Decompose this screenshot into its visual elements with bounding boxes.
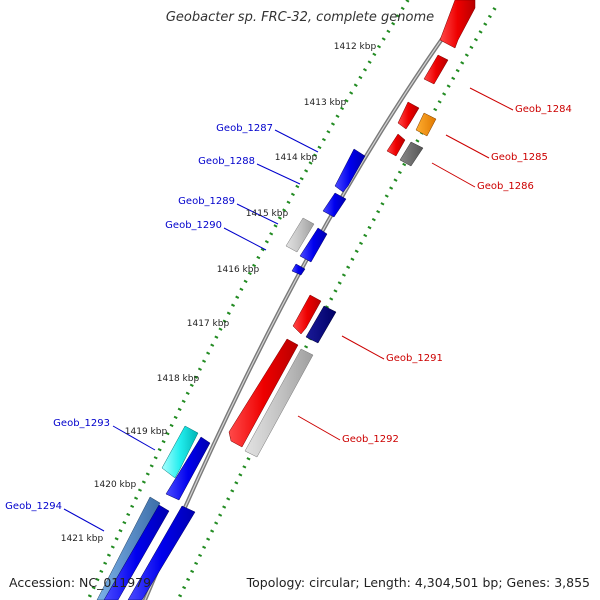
reverse-gene-leader-4 [223,227,267,251]
gene-geob-1292-arrow[interactable] [244,348,314,458]
tick-label-9: 1420 kbp [94,480,137,490]
tick-label-8: 1419 kbp [125,427,168,437]
kbp-tick-labels: 1412 kbp 1413 kbp 1414 kbp 1415 kbp 1416 kbp… [61,42,377,544]
forward-gene-label-1[interactable]: Geob_1284 [515,104,572,115]
gene-geob-1286-arrow[interactable] [399,141,424,167]
reverse-gene-label-1[interactable]: Geob_1287 [216,123,273,134]
gene-geob-1288-arrow[interactable] [322,192,347,218]
accession-text: Accession: NC_011979 [9,575,152,590]
gene-geob-1291-arrow[interactable] [305,305,337,344]
forward-strand-genes [228,0,476,458]
gene-geob-1294-arrow[interactable] [103,504,170,600]
gene-geob-1293b-arrow[interactable] [165,436,211,501]
map-title: Geobacter sp. FRC-32, complete genome [165,10,435,25]
forward-gene-leader-5 [297,415,341,441]
gene-labels: Geob_1287 Geob_1288 Geob_1289 Geob_1290 Geob… [5,104,572,512]
gene-geob-1290-arrow[interactable] [299,227,328,263]
gene-geob-1291-red-arrow[interactable] [292,294,322,335]
tick-label-10: 1421 kbp [61,534,104,544]
reverse-gene-leader-1 [274,129,319,153]
forward-gene-leader-4 [341,335,385,360]
reverse-gene-label-5[interactable]: Geob_1293 [53,418,110,429]
forward-gene-leader-3 [431,162,476,188]
reverse-gene-label-6[interactable]: Geob_1294 [5,501,62,512]
forward-gene-label-3[interactable]: Geob_1286 [477,181,534,192]
gene-geob-1284-arrow[interactable] [423,54,449,85]
tick-label-7: 1418 kbp [157,374,200,384]
inner-dotted-track [86,0,410,600]
topology-summary-text: Topology: circular; Length: 4,304,501 bp… [246,575,590,590]
tick-label-4: 1415 kbp [246,209,289,219]
tick-label-6: 1417 kbp [187,319,230,329]
reverse-gene-leader-3 [236,203,279,225]
gene-geob-1287-arrow[interactable] [334,148,366,193]
label-leader-lines [63,87,514,532]
forward-gene-label-5[interactable]: Geob_1292 [342,434,399,445]
reverse-gene-label-2[interactable]: Geob_1288 [198,156,255,167]
gene-geob-1290b-arrow[interactable] [291,263,306,276]
tick-label-3: 1414 kbp [275,153,318,163]
gene-geob-1293-arrow[interactable] [161,425,199,479]
gene-geob-1292-red-arrow[interactable] [228,338,299,448]
forward-gene-leader-1 [469,87,514,111]
genome-backbone-highlight [144,0,471,600]
gene-geob-1285-arrow[interactable] [415,112,437,137]
gene-geob-1285b-arrow[interactable] [386,133,406,157]
forward-gene-label-2[interactable]: Geob_1285 [491,152,548,163]
tick-label-2: 1413 kbp [304,98,347,108]
forward-gene-leader-2 [445,134,490,159]
reverse-gene-leader-2 [256,163,301,185]
gene-geob-1283-arrow[interactable] [439,0,476,49]
gene-geob-1289-arrow[interactable] [285,217,315,253]
gene-geob-1294b-arrow[interactable] [127,505,196,600]
reverse-gene-leader-5 [112,425,156,451]
tick-label-5: 1416 kbp [217,265,260,275]
gene-geob-1294-steel-arrow[interactable] [96,496,161,600]
reverse-gene-leader-6 [63,508,105,532]
tick-label-1: 1412 kbp [334,42,377,52]
forward-gene-label-4[interactable]: Geob_1291 [386,353,443,364]
outer-dotted-track [176,7,497,600]
gene-geob-1285-red-arrow[interactable] [397,101,420,130]
reverse-strand-genes [96,148,366,600]
reverse-gene-label-4[interactable]: Geob_1290 [165,220,222,231]
reverse-gene-label-3[interactable]: Geob_1289 [178,196,235,207]
